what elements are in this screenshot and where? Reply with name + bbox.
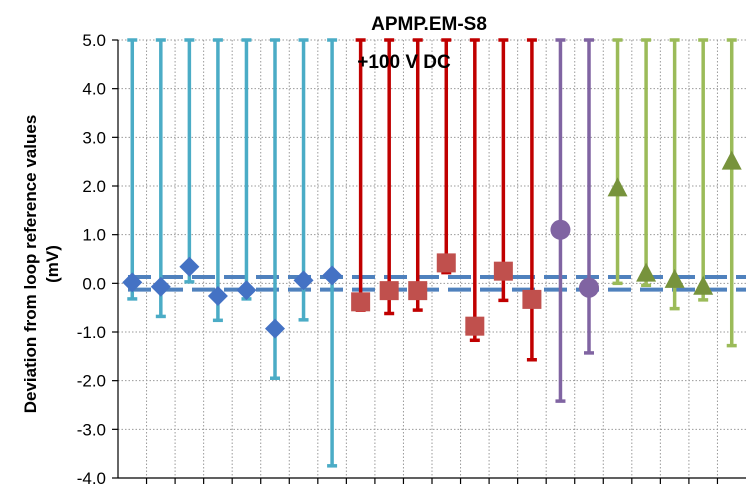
error-bar bbox=[526, 38, 537, 362]
error-bar bbox=[327, 38, 338, 468]
error-bar bbox=[355, 38, 366, 312]
y-tick-labels: 5.0 4.0 3.0 2.0 1.0 0.0 -1.0 -2.0 -3.0 -4.0 bbox=[77, 31, 106, 488]
chart-subtitle: +100 V DC bbox=[357, 52, 451, 73]
error-bar bbox=[127, 38, 138, 301]
error-bar bbox=[584, 38, 594, 355]
y-axis-label-line-1: Deviation from loop reference values bbox=[21, 115, 40, 414]
circle-marker bbox=[550, 219, 571, 240]
diamond-marker bbox=[265, 318, 285, 339]
diamond-marker bbox=[236, 280, 257, 301]
error-bar bbox=[184, 38, 195, 284]
y-tick-label: 0.0 bbox=[82, 274, 106, 293]
error-bar bbox=[441, 38, 452, 275]
chart-title: APMP.EM-S8 bbox=[371, 14, 487, 35]
y-tick-label: 4.0 bbox=[82, 80, 106, 99]
square-marker bbox=[493, 261, 513, 281]
y-tick-label: 5.0 bbox=[82, 31, 106, 50]
y-tick-label: -2.0 bbox=[77, 372, 106, 391]
y-tick-label: 1.0 bbox=[82, 226, 106, 245]
y-axis-label: Deviation from loop reference values (mV… bbox=[21, 115, 62, 414]
error-bar bbox=[669, 38, 680, 311]
triangle-marker bbox=[721, 150, 742, 170]
error-bar bbox=[726, 38, 737, 348]
y-tick-label: -3.0 bbox=[77, 420, 106, 439]
square-marker bbox=[522, 289, 542, 309]
y-tick-label: 2.0 bbox=[82, 177, 106, 196]
diamond-marker bbox=[122, 272, 143, 293]
square-marker bbox=[436, 253, 456, 273]
axes bbox=[112, 39, 746, 484]
diamond-marker bbox=[179, 256, 200, 277]
y-axis-label-line-2: (mV) bbox=[43, 245, 62, 283]
diamond-marker bbox=[293, 270, 314, 291]
square-marker bbox=[408, 281, 428, 301]
triangle-marker bbox=[636, 262, 657, 282]
y-tick-label: -4.0 bbox=[77, 469, 106, 488]
error-bars bbox=[127, 38, 737, 468]
triangle-marker bbox=[693, 275, 714, 295]
diamond-marker bbox=[150, 276, 171, 297]
error-bar bbox=[241, 38, 252, 301]
y-tick-label: 3.0 bbox=[82, 128, 106, 147]
error-bar bbox=[698, 38, 709, 302]
error-bar bbox=[212, 38, 223, 323]
error-bar bbox=[155, 38, 166, 319]
error-bar bbox=[612, 38, 623, 286]
error-bar bbox=[498, 38, 509, 303]
square-marker bbox=[465, 316, 485, 336]
grid bbox=[118, 39, 746, 478]
error-bar bbox=[384, 38, 395, 316]
y-tick-label: -1.0 bbox=[77, 323, 106, 342]
triangle-marker bbox=[607, 177, 628, 197]
error-bar bbox=[641, 38, 652, 288]
diamond-marker bbox=[322, 265, 343, 286]
circle-marker bbox=[579, 277, 599, 298]
data-markers bbox=[122, 150, 742, 339]
square-marker bbox=[379, 281, 399, 301]
triangle-marker bbox=[664, 268, 685, 288]
diamond-marker bbox=[207, 285, 228, 306]
error-bar bbox=[412, 38, 423, 312]
error-bar bbox=[469, 38, 480, 343]
square-marker bbox=[351, 292, 371, 312]
